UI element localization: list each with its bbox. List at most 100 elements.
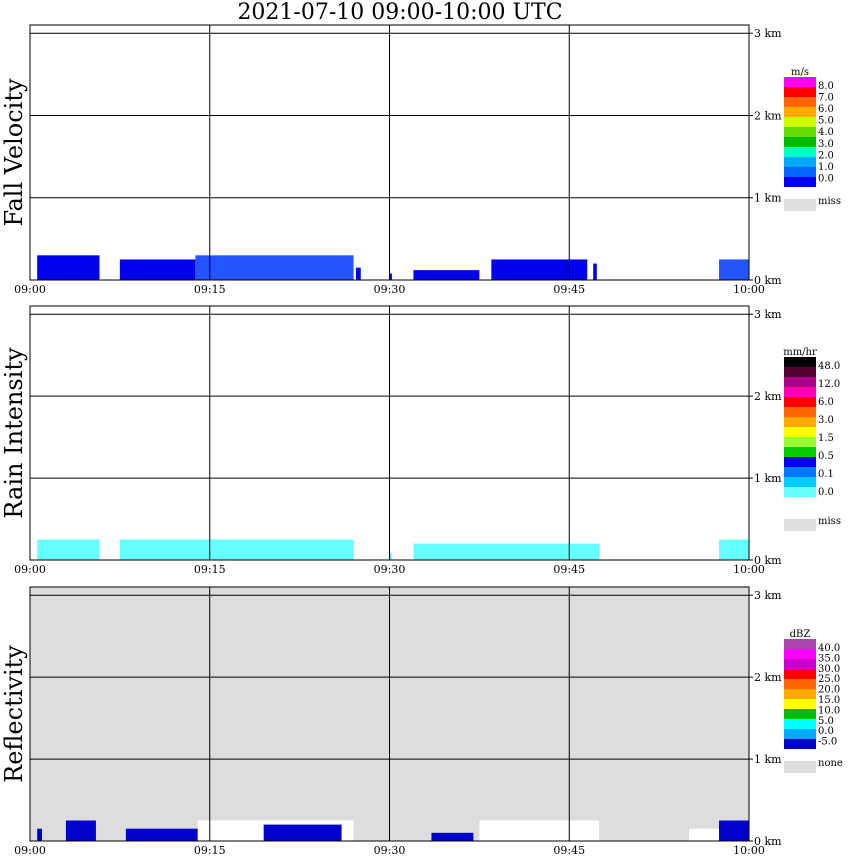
legend-label: 35.0 <box>818 653 840 664</box>
y-tick-label: 0 km <box>754 554 782 567</box>
echo-cell <box>195 255 354 280</box>
x-tick-label: 10:00 <box>733 283 765 296</box>
legend-miss-label: miss <box>818 196 841 207</box>
echo-cell <box>37 255 100 280</box>
chart-title: 2021-07-10 09:00-10:00 UTC <box>237 0 563 25</box>
legend-swatch <box>784 417 816 427</box>
y-tick-label: 2 km <box>754 671 782 684</box>
x-tick-label: 09:45 <box>553 563 585 576</box>
legend-swatch <box>784 367 816 377</box>
echo-cell <box>689 828 720 841</box>
echo-cell <box>413 270 480 280</box>
legend-label: 0.0 <box>818 487 834 498</box>
y-tick-label: 0 km <box>754 274 782 287</box>
legend-label: 8.0 <box>818 81 834 92</box>
echo-cell <box>719 539 749 560</box>
panel-ylabel: Reflectivity <box>0 645 28 783</box>
legend-label: 1.5 <box>818 433 834 444</box>
x-tick-label: 09:30 <box>374 283 406 296</box>
legend-label: 0.1 <box>818 469 834 480</box>
echo-cell <box>431 832 474 841</box>
plot-frame <box>29 24 750 281</box>
legend-swatch <box>784 497 816 507</box>
y-tick-label: 3 km <box>754 589 782 602</box>
legend-swatch <box>784 177 816 187</box>
legend-swatch <box>784 117 816 127</box>
legend-swatch <box>784 699 816 709</box>
x-tick-label: 09:00 <box>14 283 46 296</box>
echo-cell <box>491 259 588 280</box>
legend-label: 40.0 <box>818 643 840 654</box>
legend-swatch <box>784 477 816 487</box>
x-tick-label: 09:00 <box>14 844 46 857</box>
x-tick-label: 09:15 <box>194 283 226 296</box>
echo-cell <box>479 820 600 841</box>
legend-label: 7.0 <box>818 93 834 104</box>
x-tick-label: 09:00 <box>14 563 46 576</box>
x-tick-label: 09:15 <box>194 563 226 576</box>
echo-cell <box>389 273 392 280</box>
panel-3: 0 km 1 km 2 km 3 km 09:00 09:15 09:30 09:45 10:0… <box>0 586 843 857</box>
legend-swatch <box>784 689 816 699</box>
x-tick-label: 09:15 <box>194 844 226 857</box>
legend-swatch <box>784 739 816 749</box>
legend-swatch <box>784 639 816 649</box>
legend-swatch <box>784 437 816 447</box>
x-tick-label: 09:45 <box>553 844 585 857</box>
echo-cell <box>119 539 354 560</box>
panel-2: 0 km 1 km 2 km 3 km 09:00 09:15 09:30 09:45 10:0… <box>0 305 841 576</box>
legend-label: 6.0 <box>818 104 834 115</box>
legend-unit: dBZ <box>790 629 811 640</box>
legend-swatch <box>784 357 816 367</box>
echo-cell <box>65 820 96 841</box>
x-tick-label: 09:30 <box>374 563 406 576</box>
y-tick-label: 1 km <box>754 192 782 205</box>
legend-label: 48.0 <box>818 361 840 372</box>
legend-miss-label: miss <box>818 516 841 527</box>
legend-miss-swatch <box>784 519 816 531</box>
y-tick-label: 1 km <box>754 753 782 766</box>
legend-swatch <box>784 127 816 137</box>
legend-swatch <box>784 679 816 689</box>
x-tick-label: 10:00 <box>733 563 765 576</box>
legend-swatch <box>784 157 816 167</box>
legend-swatch <box>784 387 816 397</box>
legend-swatch <box>784 447 816 457</box>
y-tick-label: 2 km <box>754 109 782 122</box>
x-tick-label: 09:30 <box>374 844 406 857</box>
echo-cell <box>719 259 749 280</box>
plot-frame <box>29 305 750 561</box>
panel-1: 0 km 1 km 2 km 3 km 09:00 09:15 09:30 09:45 10:0… <box>0 24 841 296</box>
legend-swatch <box>784 87 816 97</box>
legend-label: 1.0 <box>818 162 834 173</box>
legend-swatch <box>784 427 816 437</box>
legend-unit: m/s <box>791 67 809 78</box>
legend-swatch <box>784 457 816 467</box>
y-tick-label: 0 km <box>754 835 782 848</box>
legend-label: 20.0 <box>818 685 840 696</box>
y-tick-label: 1 km <box>754 472 782 485</box>
panel-ylabel: Fall Velocity <box>0 78 28 227</box>
legend-label: 3.0 <box>818 415 834 426</box>
legend-label: 4.0 <box>818 127 834 138</box>
legend-swatch <box>784 147 816 157</box>
legend-unit: mm/hr <box>783 347 817 358</box>
plot-frame <box>29 586 750 842</box>
legend-miss-swatch <box>784 199 816 211</box>
echo-cell <box>413 543 600 560</box>
legend-swatch <box>784 137 816 147</box>
legend-label: 3.0 <box>818 139 834 150</box>
legend-swatch <box>784 467 816 477</box>
legend-swatch <box>784 397 816 407</box>
legend-swatch <box>784 487 816 497</box>
echo-cell <box>593 263 597 280</box>
y-tick-label: 3 km <box>754 27 782 40</box>
echo-cell <box>263 824 342 841</box>
legend-label: 2.0 <box>818 150 834 161</box>
echo-cell <box>125 828 198 841</box>
legend-label: 0.5 <box>818 451 834 462</box>
legend-label: 5.0 <box>818 116 834 127</box>
echo-cell <box>389 553 392 560</box>
legend-swatch <box>784 729 816 739</box>
